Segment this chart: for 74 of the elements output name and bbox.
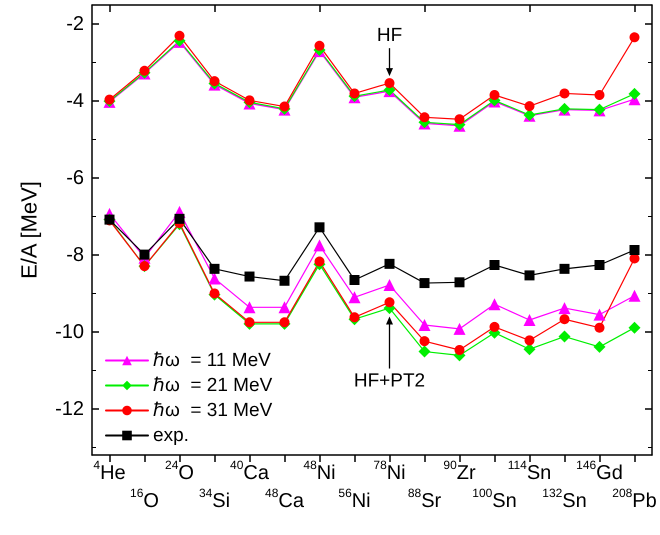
point <box>594 308 606 321</box>
point <box>420 336 430 346</box>
point <box>628 322 640 334</box>
point <box>418 319 430 331</box>
y-tick-label: -8 <box>66 244 84 266</box>
point <box>278 301 290 314</box>
annotation: HF+PT2 <box>354 370 426 392</box>
point <box>524 335 534 346</box>
point <box>524 270 534 280</box>
y-tick-label: -6 <box>66 167 84 190</box>
point <box>280 317 290 328</box>
point <box>244 95 254 106</box>
point <box>524 101 534 112</box>
point <box>524 314 536 326</box>
point <box>490 260 500 270</box>
point <box>174 214 184 224</box>
y-tick-label: -12 <box>55 398 84 420</box>
point <box>630 32 640 42</box>
point <box>594 260 604 270</box>
point <box>628 88 640 100</box>
y-tick-label: -10 <box>55 320 84 343</box>
point <box>174 30 184 41</box>
point <box>244 272 254 282</box>
point <box>560 314 570 324</box>
point <box>560 88 570 98</box>
point <box>210 288 220 298</box>
point <box>350 312 360 322</box>
point <box>384 279 396 291</box>
point <box>350 275 360 285</box>
legend-label: ℏω = 21 MeV <box>153 375 273 396</box>
point <box>140 66 150 76</box>
point <box>594 322 604 333</box>
point <box>594 90 604 100</box>
point <box>560 264 570 274</box>
point <box>454 322 466 335</box>
annotation: HF <box>376 25 402 46</box>
point <box>314 256 324 267</box>
point <box>594 340 606 353</box>
point <box>630 245 640 255</box>
point <box>210 76 220 86</box>
point <box>210 264 220 274</box>
point <box>384 78 394 88</box>
point <box>628 290 640 302</box>
point <box>420 278 430 288</box>
point <box>384 297 394 308</box>
point <box>314 222 324 232</box>
y-axis-title: E/A [MeV] <box>16 181 42 279</box>
point <box>454 114 464 124</box>
point <box>314 40 324 51</box>
point <box>558 302 570 314</box>
point <box>140 250 150 260</box>
y-tick-label: -2 <box>66 13 84 36</box>
point <box>454 345 464 355</box>
point <box>490 90 500 100</box>
point <box>488 298 500 310</box>
point <box>558 330 570 343</box>
legend-label: exp. <box>153 425 189 446</box>
point <box>314 239 326 252</box>
point <box>490 322 500 332</box>
y-tick-label: -4 <box>66 90 84 112</box>
legend-label: ℏω = 31 MeV <box>153 400 273 421</box>
legend-label: ℏω = 11 MeV <box>153 350 272 371</box>
point <box>208 272 220 284</box>
point <box>420 112 430 122</box>
point <box>280 102 290 112</box>
point <box>104 94 114 105</box>
point <box>418 346 430 358</box>
point <box>348 291 360 304</box>
point <box>454 277 464 288</box>
point <box>244 317 254 328</box>
point <box>350 88 360 98</box>
point <box>244 301 256 314</box>
point <box>384 258 394 269</box>
point <box>280 276 290 286</box>
